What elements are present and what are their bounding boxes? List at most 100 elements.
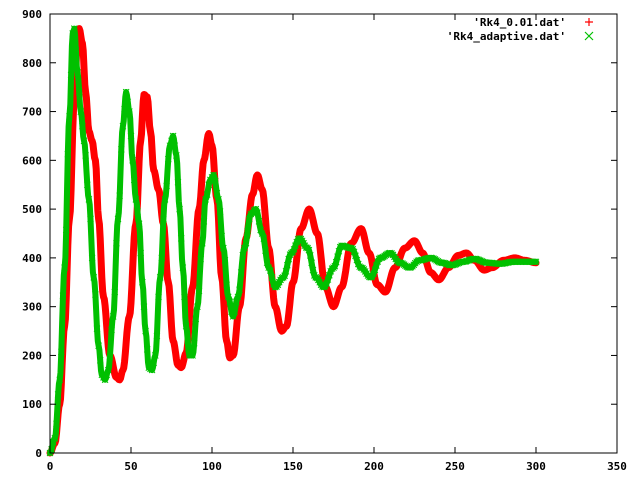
data-point bbox=[182, 322, 190, 330]
data-point bbox=[226, 298, 234, 306]
data-point bbox=[282, 267, 290, 275]
data-point bbox=[294, 252, 301, 259]
data-point bbox=[366, 273, 373, 281]
data-point bbox=[153, 332, 161, 340]
data-point bbox=[230, 352, 237, 359]
data-point bbox=[251, 186, 258, 193]
data-point bbox=[57, 348, 65, 356]
data-point bbox=[370, 270, 377, 278]
data-point bbox=[384, 286, 391, 293]
data-point bbox=[221, 256, 229, 264]
data-point bbox=[104, 366, 112, 374]
data-point bbox=[129, 156, 136, 164]
y-tick-label: 200 bbox=[22, 349, 42, 362]
data-point bbox=[306, 252, 314, 259]
data-point bbox=[439, 272, 446, 279]
data-point bbox=[287, 290, 294, 297]
data-point bbox=[132, 196, 140, 203]
data-point bbox=[147, 128, 154, 135]
data-point bbox=[168, 137, 175, 145]
data-point bbox=[140, 303, 148, 311]
data-point bbox=[312, 226, 319, 233]
data-point bbox=[67, 71, 75, 79]
data-point bbox=[263, 259, 271, 266]
data-point bbox=[241, 244, 248, 252]
data-point bbox=[224, 293, 232, 301]
data-point bbox=[59, 292, 67, 300]
y-tick-label: 600 bbox=[22, 154, 42, 167]
data-point bbox=[98, 274, 105, 281]
x-tick-label: 50 bbox=[124, 460, 137, 473]
data-point bbox=[193, 225, 200, 232]
data-point bbox=[531, 258, 538, 266]
data-point bbox=[244, 227, 251, 235]
data-point bbox=[202, 150, 209, 157]
data-point bbox=[108, 326, 115, 334]
y-tick-label: 100 bbox=[22, 398, 42, 411]
data-point bbox=[283, 323, 290, 330]
data-point bbox=[137, 137, 144, 144]
data-point bbox=[106, 353, 114, 361]
data-point bbox=[397, 251, 404, 258]
axes bbox=[49, 13, 618, 454]
data-point bbox=[210, 156, 217, 163]
data-point bbox=[350, 238, 357, 245]
data-point bbox=[90, 274, 98, 281]
data-point bbox=[236, 286, 243, 294]
data-point bbox=[205, 181, 213, 189]
data-point bbox=[109, 313, 117, 320]
data-point bbox=[441, 268, 448, 275]
data-point bbox=[198, 239, 206, 247]
data-point bbox=[332, 258, 340, 266]
data-point bbox=[149, 147, 156, 154]
data-point bbox=[353, 256, 361, 264]
ticks: 0 50 100 150 200 250 300 350 0 100 200 300 400 500 600… bbox=[22, 8, 627, 473]
data-point bbox=[338, 242, 345, 250]
data-point bbox=[155, 186, 162, 193]
data-point bbox=[163, 182, 170, 190]
data-point bbox=[221, 321, 228, 328]
data-point bbox=[247, 202, 254, 209]
data-point bbox=[438, 259, 446, 267]
x-tick-label: 250 bbox=[445, 460, 465, 473]
data-point bbox=[164, 155, 172, 163]
data-point bbox=[100, 293, 107, 300]
data-point bbox=[62, 226, 70, 234]
data-point bbox=[215, 196, 222, 203]
data-point bbox=[151, 352, 159, 359]
data-point bbox=[334, 293, 341, 300]
data-point bbox=[185, 352, 193, 359]
data-point bbox=[161, 196, 169, 203]
data-point bbox=[332, 300, 339, 307]
data-point bbox=[326, 293, 333, 300]
data-point bbox=[258, 230, 266, 237]
data-point bbox=[345, 244, 352, 252]
data-point bbox=[232, 298, 240, 306]
x-tick-label: 350 bbox=[607, 460, 627, 473]
data-point bbox=[95, 342, 102, 350]
data-point bbox=[191, 264, 198, 271]
data-point bbox=[80, 137, 88, 145]
data-point bbox=[92, 157, 99, 164]
data-point bbox=[292, 242, 299, 250]
data-point bbox=[158, 254, 166, 262]
data-point bbox=[234, 293, 242, 301]
data-point bbox=[102, 308, 109, 315]
data-point bbox=[261, 201, 268, 208]
data-point bbox=[163, 264, 170, 271]
data-point bbox=[292, 271, 299, 278]
data-point bbox=[116, 376, 123, 383]
data-point bbox=[83, 181, 91, 189]
data-point bbox=[145, 110, 152, 117]
y-tick-label: 300 bbox=[22, 301, 42, 314]
data-point bbox=[231, 308, 239, 315]
data-point bbox=[308, 259, 315, 267]
data-point bbox=[216, 208, 224, 215]
data-point bbox=[81, 64, 88, 71]
data-point bbox=[64, 150, 72, 158]
data-point bbox=[84, 108, 91, 115]
data-point bbox=[135, 220, 143, 228]
data-point bbox=[259, 186, 266, 193]
data-point bbox=[213, 189, 221, 197]
data-point bbox=[290, 279, 296, 286]
